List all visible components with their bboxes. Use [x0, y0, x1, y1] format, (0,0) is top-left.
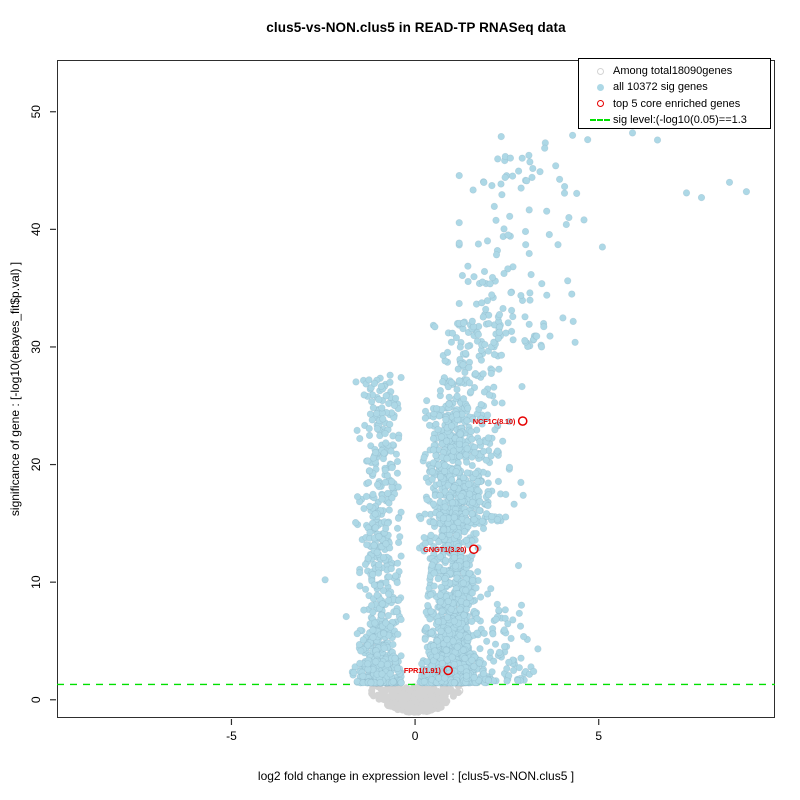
- chart-title: clus5-vs-NON.clus5 in READ-TP RNASeq dat…: [266, 20, 566, 35]
- legend-label: Among total18090genes: [613, 65, 733, 78]
- plot-area-border: [57, 60, 775, 718]
- legend-item-sig-genes: all 10372 sig genes: [587, 80, 768, 95]
- x-axis-ticks: [230, 719, 600, 725]
- x-axis-tick-labels: -5 0 5: [226, 729, 602, 743]
- svg-text:30: 30: [29, 340, 43, 354]
- gene-label: FPR1(1.91): [404, 666, 441, 675]
- svg-text:40: 40: [29, 222, 43, 236]
- legend-item-core-enriched: top 5 core enriched genes: [587, 96, 768, 111]
- nonsig-points: [368, 678, 467, 716]
- legend-item-total-genes: Among total18090genes: [587, 64, 768, 79]
- sig-points: [321, 129, 751, 687]
- y-axis-ticks: [50, 111, 56, 701]
- svg-text:0: 0: [412, 729, 419, 743]
- legend-label: sig level:(-log10(0.05)==1.3: [613, 113, 747, 126]
- x-axis-label: log2 fold change in expression level : […: [257, 769, 575, 783]
- svg-text:0: 0: [29, 696, 43, 703]
- svg-text:50: 50: [29, 105, 43, 119]
- legend-label: all 10372 sig genes: [613, 81, 708, 94]
- red-open-circle-icon: [587, 100, 613, 108]
- enriched-points: NCF1C(8.10) GNGT1(3.20) FPR1(1.91): [404, 416, 528, 676]
- legend-item-sig-level: sig level:(-log10(0.05)==1.3: [587, 112, 768, 127]
- svg-text:-5: -5: [226, 729, 237, 743]
- svg-text:5: 5: [595, 729, 602, 743]
- gray-open-circle-icon: [587, 67, 613, 75]
- gene-label: NCF1C(8.10): [473, 417, 516, 426]
- svg-text:10: 10: [29, 575, 43, 589]
- gene-label: GNGT1(3.20): [423, 545, 467, 554]
- blue-filled-circle-icon: [587, 83, 613, 91]
- y-axis-tick-labels: 0 10 20 30 40 50: [29, 105, 43, 703]
- legend-box: Among total18090genes all 10372 sig gene…: [578, 58, 771, 129]
- svg-text:20: 20: [29, 458, 43, 472]
- green-dashed-line-icon: [587, 118, 613, 121]
- legend-label: top 5 core enriched genes: [613, 97, 741, 110]
